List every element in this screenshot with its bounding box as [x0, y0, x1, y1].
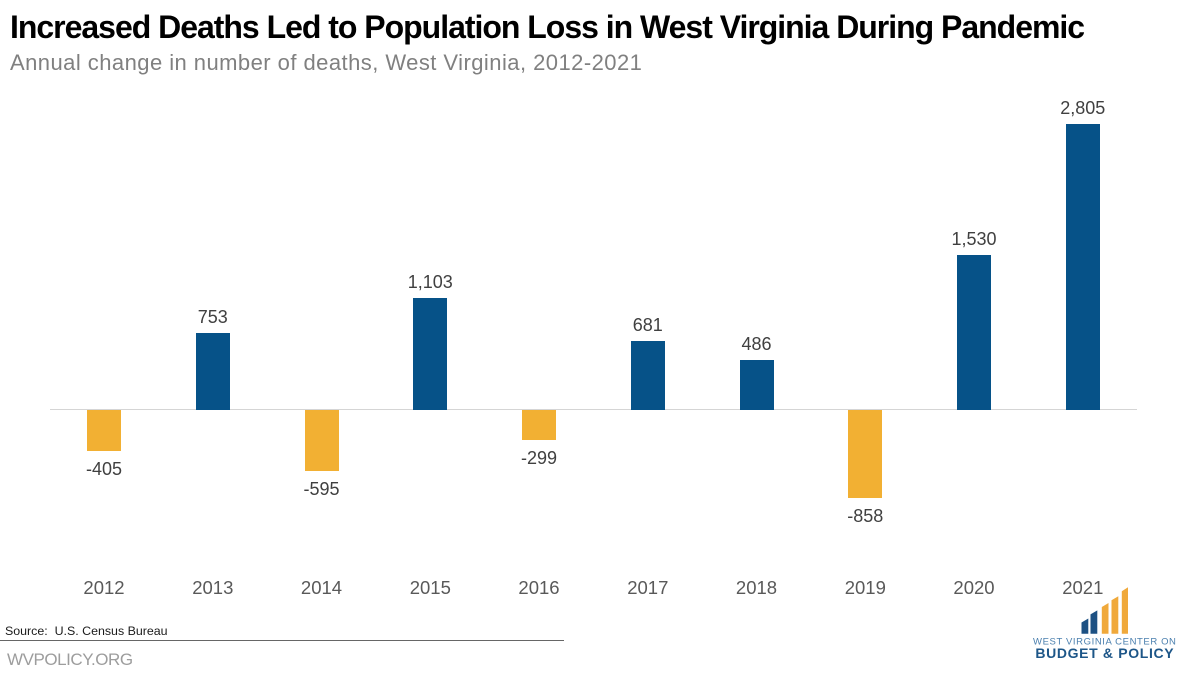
svg-text:BUDGET & POLICY: BUDGET & POLICY	[1035, 645, 1174, 661]
svg-text:WEST VIRGINIA CENTER ON: WEST VIRGINIA CENTER ON	[1033, 637, 1176, 648]
